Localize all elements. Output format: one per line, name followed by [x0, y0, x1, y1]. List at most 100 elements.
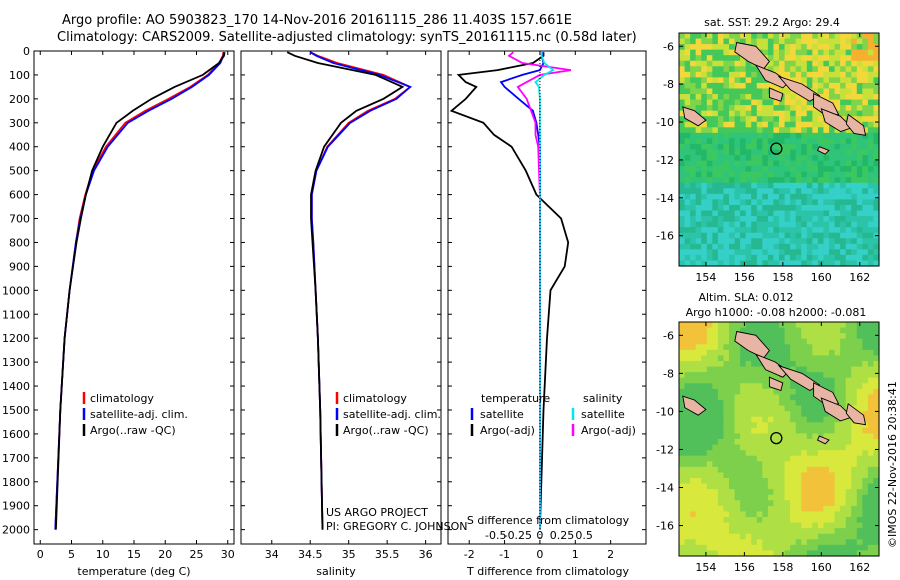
map-grid-cell: [773, 489, 780, 496]
map-grid-cell: [690, 44, 697, 51]
map-grid-cell: [784, 121, 791, 128]
map-grid-cell: [867, 116, 875, 123]
map-grid-cell: [740, 461, 747, 468]
map-grid-cell: [812, 166, 819, 173]
depth-tick-label: 0: [23, 45, 30, 58]
map-grid-cell: [829, 160, 836, 167]
map-grid-cell: [756, 388, 763, 396]
map-grid-cell: [690, 182, 697, 189]
map-grid-cell: [801, 44, 808, 51]
map-grid-cell: [745, 77, 752, 84]
map-grid-cell: [856, 522, 863, 529]
map-grid-cell: [717, 372, 725, 379]
map-grid-cell: [740, 505, 747, 513]
map-grid-cell: [806, 55, 813, 62]
map-grid-cell: [745, 494, 752, 501]
map-grid-cell: [751, 105, 758, 112]
map-grid-cell: [806, 49, 813, 56]
map-grid-cell: [717, 254, 725, 262]
map-grid-cell: [862, 177, 869, 184]
map-grid-cell: [790, 344, 797, 351]
map-grid-cell: [690, 450, 697, 457]
map-grid-cell: [701, 55, 708, 62]
map-grid-cell: [784, 411, 791, 418]
map-grid-cell: [862, 544, 869, 552]
map-grid-cell: [806, 522, 813, 529]
map-grid-cell: [740, 88, 747, 95]
map-grid-cell: [867, 160, 875, 167]
map-grid-cell: [723, 466, 730, 474]
map-grid-cell: [873, 138, 880, 145]
map-grid-cell: [784, 511, 791, 518]
map-grid-cell: [729, 238, 736, 245]
map-grid-cell: [695, 344, 702, 351]
map-grid-cell: [762, 105, 769, 112]
map-grid-cell: [729, 249, 736, 256]
map-grid-cell: [706, 411, 713, 418]
map-grid-cell: [873, 494, 880, 501]
map-grid-cell: [690, 210, 697, 217]
map-grid-cell: [873, 544, 880, 552]
map-grid-cell: [851, 338, 858, 345]
map-grid-cell: [745, 110, 752, 117]
map-grid-cell: [717, 333, 725, 340]
map-grid-cell: [767, 199, 775, 206]
map-grid-cell: [756, 171, 763, 178]
map-grid-cell: [784, 533, 791, 540]
map-grid-cell: [845, 505, 852, 513]
map-frame: [678, 32, 880, 267]
map-grid-cell: [845, 511, 852, 518]
map-grid-cell: [806, 355, 813, 362]
map-grid-cell: [790, 539, 797, 546]
map-grid-cell: [734, 66, 741, 73]
map-grid-cell: [773, 500, 780, 507]
map-grid-cell: [840, 44, 847, 51]
map-grid-cell: [812, 82, 819, 90]
map-grid-cell: [867, 327, 875, 334]
map-grid-cell: [823, 539, 830, 546]
map-grid-cell: [856, 94, 863, 101]
map-grid-cell: [679, 388, 686, 396]
map-grid-cell: [701, 38, 708, 45]
map-grid-cell: [679, 38, 686, 45]
map-grid-cell: [717, 227, 725, 234]
map-grid-cell: [867, 60, 875, 67]
map-grid-cell: [795, 472, 802, 479]
map-grid-cell: [790, 199, 797, 206]
map-grid-cell: [867, 188, 875, 195]
map-grid-cell: [862, 472, 869, 479]
map-grid-cell: [773, 38, 780, 45]
map-grid-cell: [834, 517, 841, 524]
map-grid-cell: [851, 193, 858, 201]
map-grid-cell: [706, 338, 713, 345]
map-grid-cell: [834, 238, 841, 245]
map-grid-cell: [751, 478, 758, 485]
map-grid-cell: [817, 333, 825, 340]
map-grid-cell: [845, 143, 852, 151]
map-grid-cell: [756, 416, 763, 423]
map-grid-cell: [690, 461, 697, 468]
map-grid-cell: [806, 361, 813, 368]
map-grid-cell: [740, 94, 747, 101]
map-grid-cell: [767, 550, 775, 557]
map-grid-cell: [706, 243, 713, 250]
map-grid-cell: [834, 82, 841, 90]
x-tick-label: 10: [96, 548, 110, 561]
map-grid-cell: [812, 110, 819, 117]
map-grid-cell: [867, 405, 875, 412]
map-grid-cell: [729, 182, 736, 189]
map-grid-cell: [684, 472, 691, 479]
map-grid-cell: [729, 94, 736, 101]
map-grid-cell: [834, 433, 841, 440]
map-grid-cell: [751, 466, 758, 474]
map-grid-cell: [695, 177, 702, 184]
map-grid-cell: [817, 216, 825, 223]
map-grid-cell: [790, 322, 797, 329]
map-grid-cell: [751, 171, 758, 178]
map-grid-cell: [729, 232, 736, 239]
map-grid-cell: [806, 82, 813, 90]
map-grid-cell: [873, 411, 880, 418]
map-grid-cell: [801, 450, 808, 457]
map-grid-cell: [679, 333, 686, 340]
map-grid-cell: [817, 254, 825, 262]
